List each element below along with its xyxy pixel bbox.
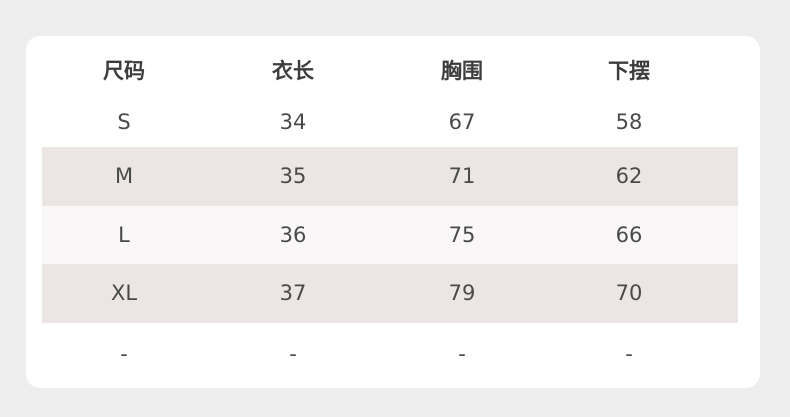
table-row: XL 37 79 70 [42, 264, 738, 323]
column-header: 下摆 [608, 59, 650, 83]
table-cell: 70 [615, 281, 643, 305]
table-cell: S [117, 110, 131, 134]
table-cell: - [289, 342, 297, 366]
table-cell: 35 [279, 164, 307, 188]
table-cell: 37 [279, 281, 307, 305]
column-header: 衣长 [272, 59, 314, 83]
size-chart-card: 尺码 衣长 胸围 下摆 S 34 67 58 M 35 71 62 L 36 75 66 XL 37 79 7… [26, 36, 760, 388]
table-cell: - [458, 342, 466, 366]
table-cell: 66 [615, 223, 643, 247]
table-cell: 75 [448, 223, 476, 247]
table-cell: 79 [448, 281, 476, 305]
table-row: L 36 75 66 [42, 206, 738, 264]
table-row: M 35 71 62 [42, 147, 738, 206]
column-header: 尺码 [103, 59, 145, 83]
table-cell: 58 [615, 110, 643, 134]
table-cell: 67 [448, 110, 476, 134]
table-cell: 71 [448, 164, 476, 188]
table-cell: 62 [615, 164, 643, 188]
table-cell: 34 [279, 110, 307, 134]
table-cell: M [114, 164, 134, 188]
table-header: 尺码 衣长 胸围 下摆 [42, 50, 738, 92]
table-cell: - [625, 342, 633, 366]
column-header: 胸围 [441, 59, 483, 83]
table-cell: - [120, 342, 128, 366]
table-cell: L [118, 223, 130, 247]
table-cell: 36 [279, 223, 307, 247]
table-row: ---- [42, 326, 738, 382]
table-cell: XL [110, 281, 138, 305]
table-row: S 34 67 58 [42, 98, 738, 146]
